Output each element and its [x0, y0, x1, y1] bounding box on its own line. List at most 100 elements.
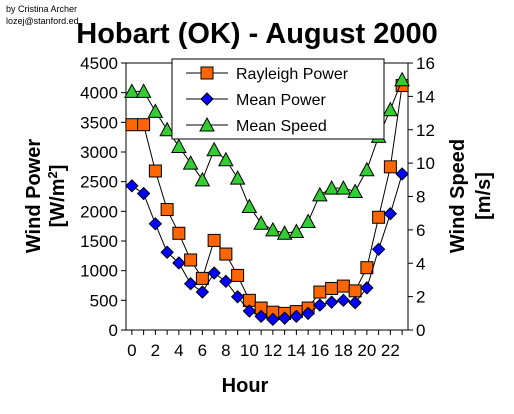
- series-point: [276, 225, 293, 240]
- left-tick-label: 3000: [80, 143, 118, 162]
- series-point: [347, 183, 363, 198]
- left-tick-label: 1000: [80, 262, 118, 281]
- series-point: [382, 101, 399, 117]
- series-point: [324, 295, 339, 309]
- series-point: [395, 167, 409, 181]
- series-point: [288, 223, 305, 239]
- right-tick-label: 16: [416, 54, 435, 73]
- series-point: [313, 285, 327, 299]
- series-point: [312, 186, 328, 202]
- left-tick-label: 0: [109, 321, 118, 340]
- x-tick-label: 6: [198, 341, 207, 360]
- left-tick-label: 4500: [80, 54, 118, 73]
- left-axis-unit: [W/m2]: [45, 165, 70, 228]
- series-point: [172, 226, 186, 240]
- series-point: [394, 71, 410, 87]
- series-point: [137, 118, 151, 132]
- right-tick-label: 2: [416, 288, 425, 307]
- series-point: [371, 242, 386, 257]
- series-point: [313, 298, 327, 312]
- right-tick-label: 0: [416, 321, 425, 340]
- x-tick-label: 14: [287, 341, 306, 360]
- right-axis-label: Wind Speed: [447, 139, 469, 253]
- series-point: [301, 306, 315, 321]
- series-point: [219, 247, 233, 261]
- x-tick-label: 8: [221, 341, 230, 360]
- series-point: [383, 160, 397, 174]
- series-point: [207, 266, 221, 280]
- x-axis-label: Hour: [222, 375, 269, 397]
- series-layer: [124, 71, 410, 327]
- right-tick-label: 12: [416, 121, 435, 140]
- series-point: [348, 295, 362, 310]
- series-point: [231, 268, 245, 282]
- series-point: [325, 281, 339, 295]
- series-triangle: [124, 71, 410, 240]
- x-axis-ticks: 0 2 4 6 8 10 12 14 16 18 20 22: [127, 330, 403, 360]
- series-diamond: [125, 167, 409, 327]
- series-point: [323, 180, 340, 195]
- series-point: [360, 281, 374, 295]
- chart-title: Hobart (OK) - August 2000: [76, 18, 437, 50]
- series-point: [183, 277, 198, 291]
- left-axis-label-main: Wind Power: [23, 139, 45, 253]
- right-tick-label: 8: [416, 188, 425, 207]
- legend-marker: [200, 92, 214, 106]
- legend-marker: [199, 116, 215, 132]
- series-point: [148, 164, 162, 178]
- series-point: [230, 290, 245, 304]
- series-point: [254, 309, 268, 324]
- x-tick-label: 10: [240, 341, 259, 360]
- legend: Rayleigh Power Mean Power Mean Speed: [171, 58, 385, 140]
- series-point: [135, 83, 152, 98]
- series-point: [182, 155, 199, 170]
- x-tick-label: 20: [357, 341, 376, 360]
- series-point: [253, 215, 269, 230]
- series-point: [289, 309, 304, 324]
- left-tick-label: 4000: [80, 84, 118, 103]
- series-point: [195, 271, 209, 285]
- series-point: [219, 274, 233, 289]
- series-point: [184, 253, 198, 267]
- series-point: [159, 121, 175, 137]
- series-point: [125, 179, 139, 193]
- left-axis-unit-open: [W/m: [47, 179, 69, 228]
- series-point: [335, 180, 352, 195]
- series-point: [147, 103, 164, 118]
- left-tick-label: 1500: [80, 232, 118, 251]
- right-tick-label: 4: [416, 254, 425, 273]
- x-tick-label: 4: [174, 341, 183, 360]
- legend-label: Mean Power: [236, 92, 326, 109]
- series-point: [136, 186, 151, 201]
- left-tick-label: 500: [90, 291, 118, 310]
- left-tick-label: 2500: [80, 173, 118, 192]
- series-point: [348, 284, 362, 298]
- series-point: [160, 245, 174, 259]
- series-point: [360, 261, 374, 275]
- x-tick-label: 18: [334, 341, 353, 360]
- series-point: [124, 83, 140, 98]
- series-point: [206, 141, 222, 157]
- series-point: [194, 171, 211, 187]
- series-point: [336, 279, 350, 293]
- series-point: [160, 203, 174, 217]
- series-point: [218, 151, 234, 167]
- left-axis-unit-sup: 2: [45, 171, 60, 178]
- left-axis-unit-close: ]: [47, 165, 69, 172]
- series-point: [242, 304, 257, 318]
- right-tick-label: 10: [416, 154, 435, 173]
- series-point: [265, 221, 281, 237]
- series-point: [171, 138, 187, 153]
- series-point: [148, 217, 163, 231]
- series-point: [229, 170, 246, 185]
- right-axis-label-main: Wind Speed: [447, 139, 469, 253]
- right-axis-ticks: 0 2 4 6 8 10 12 14 16: [408, 54, 435, 340]
- legend-label: Mean Speed: [236, 118, 327, 135]
- series-point: [372, 210, 386, 224]
- series-point: [383, 206, 398, 221]
- left-tick-label: 2000: [80, 202, 118, 221]
- series-point: [195, 285, 210, 299]
- series-point: [207, 233, 221, 247]
- credit-email: lozej@stanford.ed: [6, 16, 79, 26]
